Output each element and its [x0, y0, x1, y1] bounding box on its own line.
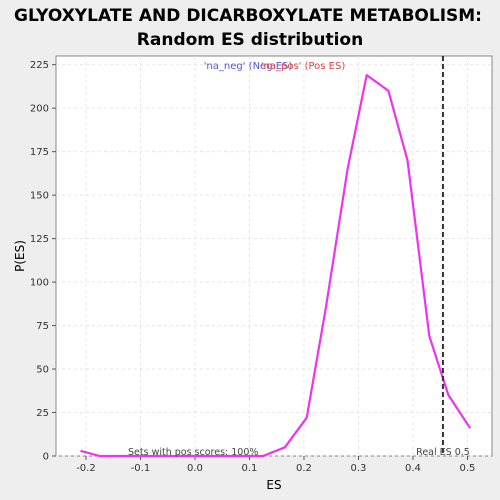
grid: [56, 56, 492, 457]
x-axis-label: ES: [266, 478, 281, 492]
y-tick-label: 100: [30, 278, 49, 289]
y-tick-label: 175: [30, 147, 49, 158]
x-tick-label: 0.5: [460, 463, 476, 474]
x-tick-label: -0.2: [76, 463, 96, 474]
y-tick-label: 150: [30, 191, 49, 202]
y-tick-label: 125: [30, 234, 49, 245]
chart-title-line1: GLYOXYLATE AND DICARBOXYLATE METABOLISM:: [14, 6, 482, 26]
chart-title-line2: Random ES distribution: [137, 30, 363, 50]
x-tick-label: -0.1: [131, 463, 151, 474]
y-tick-label: 50: [36, 365, 49, 376]
y-tick-label: 200: [30, 104, 49, 115]
plot-area: [55, 55, 493, 457]
legend-pos-label: 'na_pos' (Pos ES): [261, 61, 346, 72]
series-line: [80, 73, 472, 458]
x-tick-label: 0.3: [351, 463, 367, 474]
series-layer: [80, 73, 472, 458]
x-tick-label: 0.4: [405, 463, 421, 474]
y-tick-label: 225: [30, 60, 49, 71]
y-ticks: 0 25 50 75 100 125 150 175 200 225: [30, 60, 56, 463]
x-tick-label: 0.2: [296, 463, 312, 474]
y-tick-label: 25: [36, 408, 49, 419]
y-tick-label: 75: [36, 321, 49, 332]
pos-scores-annotation: Sets with pos scores: 100%: [128, 447, 258, 458]
legend-neg-label: 'na_neg' (Neg ES): [204, 61, 293, 72]
x-ticks: -0.2 -0.1 0.0 0.1 0.2 0.3 0.4 0.5: [76, 456, 475, 474]
real-es-label: Real ES 0.5: [416, 447, 470, 458]
x-tick-label: 0.0: [187, 463, 203, 474]
y-axis-label: P(ES): [13, 240, 27, 272]
y-tick-label: 0: [43, 452, 49, 463]
x-tick-label: 0.1: [242, 463, 258, 474]
